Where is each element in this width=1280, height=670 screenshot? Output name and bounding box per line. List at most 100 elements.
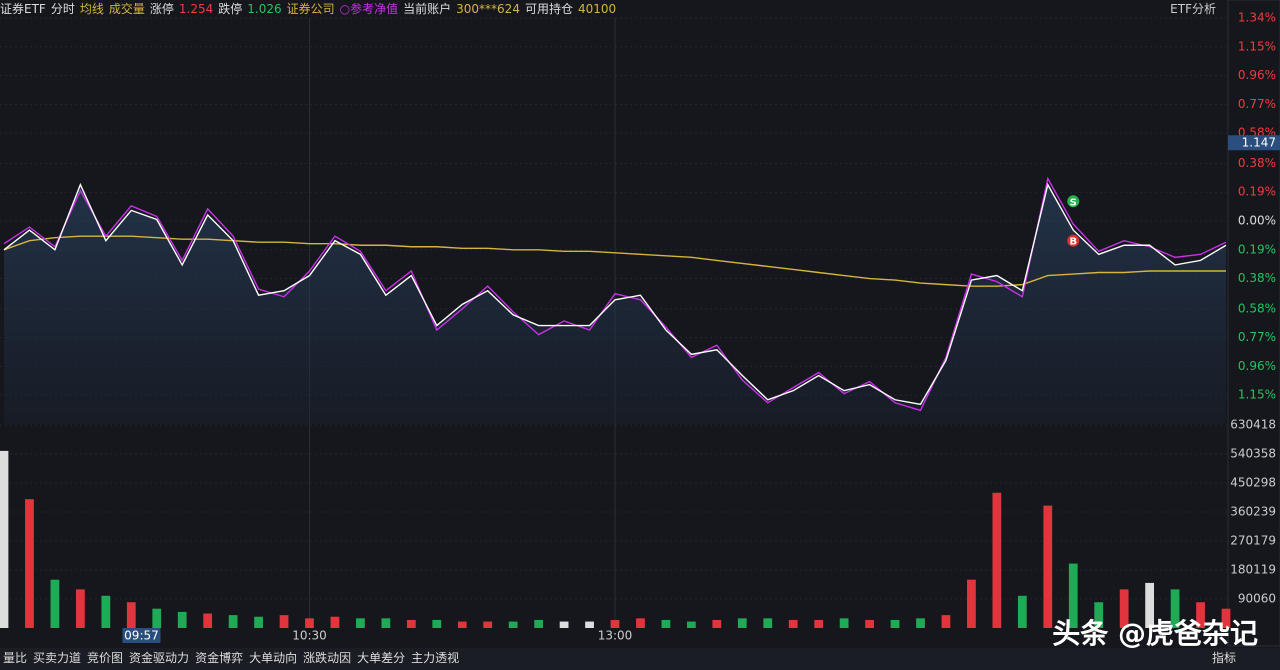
volume-bar — [508, 621, 518, 628]
line-series — [3, 176, 1227, 412]
toolbar-item: 成交量 — [108, 2, 145, 16]
volume-bar — [1119, 589, 1129, 628]
volume-bar — [585, 621, 594, 628]
volume-bar — [839, 618, 849, 628]
axis-panel — [1227, 0, 1280, 647]
y-tick-label: 0.19% — [1238, 185, 1276, 199]
tab[interactable]: 指标 — [1211, 651, 1236, 665]
tab[interactable]: 大单动向 — [249, 651, 298, 665]
y-tick-label: 1.15% — [1238, 388, 1276, 402]
volume-bar — [1170, 589, 1180, 628]
volume-bar — [1221, 608, 1231, 628]
x-tick-label: 13:00 — [598, 629, 633, 643]
volume-bar — [1094, 602, 1104, 628]
toolbar-item: 1.026 — [247, 2, 282, 16]
volume-bar — [305, 618, 314, 628]
toolbar: 证券ETF 分时 均线 成交量 涨停 1.254 跌停 1.026 证券公司 ○参考净值 当前账户 3… — [0, 0, 1280, 18]
y-tick-label: 1.15% — [1238, 39, 1276, 53]
volume-bar — [75, 589, 85, 628]
volume-bar — [254, 616, 263, 628]
volume-bar — [101, 595, 111, 628]
volume-tick-label: 180119 — [1230, 563, 1276, 577]
volume-bar — [890, 619, 900, 628]
volume-bar — [279, 615, 289, 628]
toolbar-item: 涨停 — [149, 2, 174, 16]
tab-bar: 量比 买卖力道 竞价图 资金驱动力 资金博弈 大单动向 涨跌动因 大单差分 主力透视 — [0, 648, 1280, 670]
toolbar-item: 均线 — [79, 2, 104, 16]
line-series — [3, 182, 1227, 406]
y-tick-label: 0.96% — [1238, 68, 1276, 82]
cursor-label: 09:57 — [124, 629, 159, 643]
volume-bar — [0, 450, 9, 628]
y-tick-label: 0.77% — [1238, 97, 1276, 111]
toolbar-item: 当前账户 — [403, 2, 452, 16]
y-tick-label: 0.00% — [1238, 214, 1276, 228]
volume-bar — [992, 492, 1002, 628]
x-tick-label: 10:30 — [292, 629, 327, 643]
volume-bar — [50, 579, 60, 628]
volume-bar — [661, 619, 671, 628]
volume-tick-label: 270179 — [1230, 534, 1276, 548]
volume-tick-label: 360239 — [1230, 504, 1276, 518]
tab[interactable]: 涨跌动因 — [303, 651, 352, 665]
volume-bar — [534, 619, 544, 628]
volume-tick-label: 450298 — [1230, 476, 1276, 490]
volume-bar — [432, 619, 442, 628]
volume-tick-label: 630418 — [1230, 418, 1276, 432]
volume-bar — [636, 618, 645, 628]
volume-bar — [25, 499, 34, 628]
y-tick-label: 0.19% — [1238, 242, 1276, 256]
price-area — [4, 184, 1226, 424]
volume-bar — [177, 611, 187, 628]
tab[interactable]: 资金驱动力 — [129, 651, 190, 665]
volume-tick-label: 540358 — [1230, 447, 1276, 461]
etf-button[interactable]: ETF分析 — [1170, 2, 1216, 16]
volume-bar — [1145, 582, 1155, 628]
y-tick-label: 0.96% — [1238, 359, 1276, 373]
volume-tick-label: 90060 — [1238, 591, 1276, 605]
volume-bar — [559, 621, 569, 628]
toolbar-item: 证券ETF — [0, 2, 46, 16]
volume-bar — [763, 618, 773, 628]
volume-bar — [814, 619, 824, 628]
trade-marker — [1067, 195, 1080, 208]
volume-bar — [381, 618, 391, 628]
volume-bar — [1017, 595, 1027, 628]
volume-bar — [941, 615, 951, 628]
volume-bar — [1196, 602, 1205, 628]
volume-bar — [203, 613, 213, 628]
toolbar-item: 证券公司 — [286, 2, 335, 16]
toolbar-item: 分时 — [50, 2, 75, 16]
trade-label: S — [1070, 197, 1077, 208]
volume-bar — [1043, 505, 1053, 628]
volume-bar — [1068, 563, 1078, 628]
y-tick-label: 0.58% — [1238, 301, 1276, 315]
volume-bar — [686, 621, 696, 628]
toolbar-item: 40100 — [577, 2, 617, 16]
tab[interactable]: 买卖力道 — [33, 651, 82, 665]
volume-bar — [483, 621, 493, 628]
volume-bar — [967, 579, 976, 628]
tab[interactable]: 资金博弈 — [195, 651, 244, 665]
trade-marker — [1067, 234, 1080, 247]
tab[interactable]: 竞价图 — [87, 651, 124, 665]
y-tick-label: 0.77% — [1238, 330, 1276, 344]
volume-bar — [916, 618, 925, 628]
watermark: 头条 @虎爸杂记 — [1052, 617, 1258, 650]
volume-bar — [457, 621, 467, 628]
toolbar-item: 可用持仓 — [524, 2, 573, 16]
toolbar-item: ○参考净值 — [339, 2, 399, 16]
volume-bar — [788, 619, 798, 628]
tab[interactable]: 量比 — [3, 651, 28, 665]
volume-bar — [152, 608, 162, 628]
y-tick-label: 0.38% — [1238, 156, 1276, 170]
tab[interactable]: 大单差分 — [357, 651, 406, 665]
volume-bar — [737, 618, 747, 628]
volume-bar — [126, 602, 136, 628]
toolbar-item: 300***624 — [456, 2, 520, 16]
line-series — [3, 235, 1226, 287]
tab[interactable]: 主力透视 — [411, 651, 460, 665]
price-label: 1.147 — [1242, 136, 1276, 150]
